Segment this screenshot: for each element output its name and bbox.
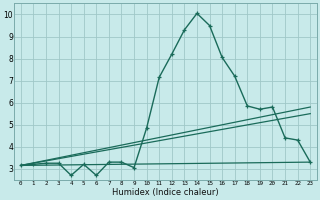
X-axis label: Humidex (Indice chaleur): Humidex (Indice chaleur)	[112, 188, 219, 197]
